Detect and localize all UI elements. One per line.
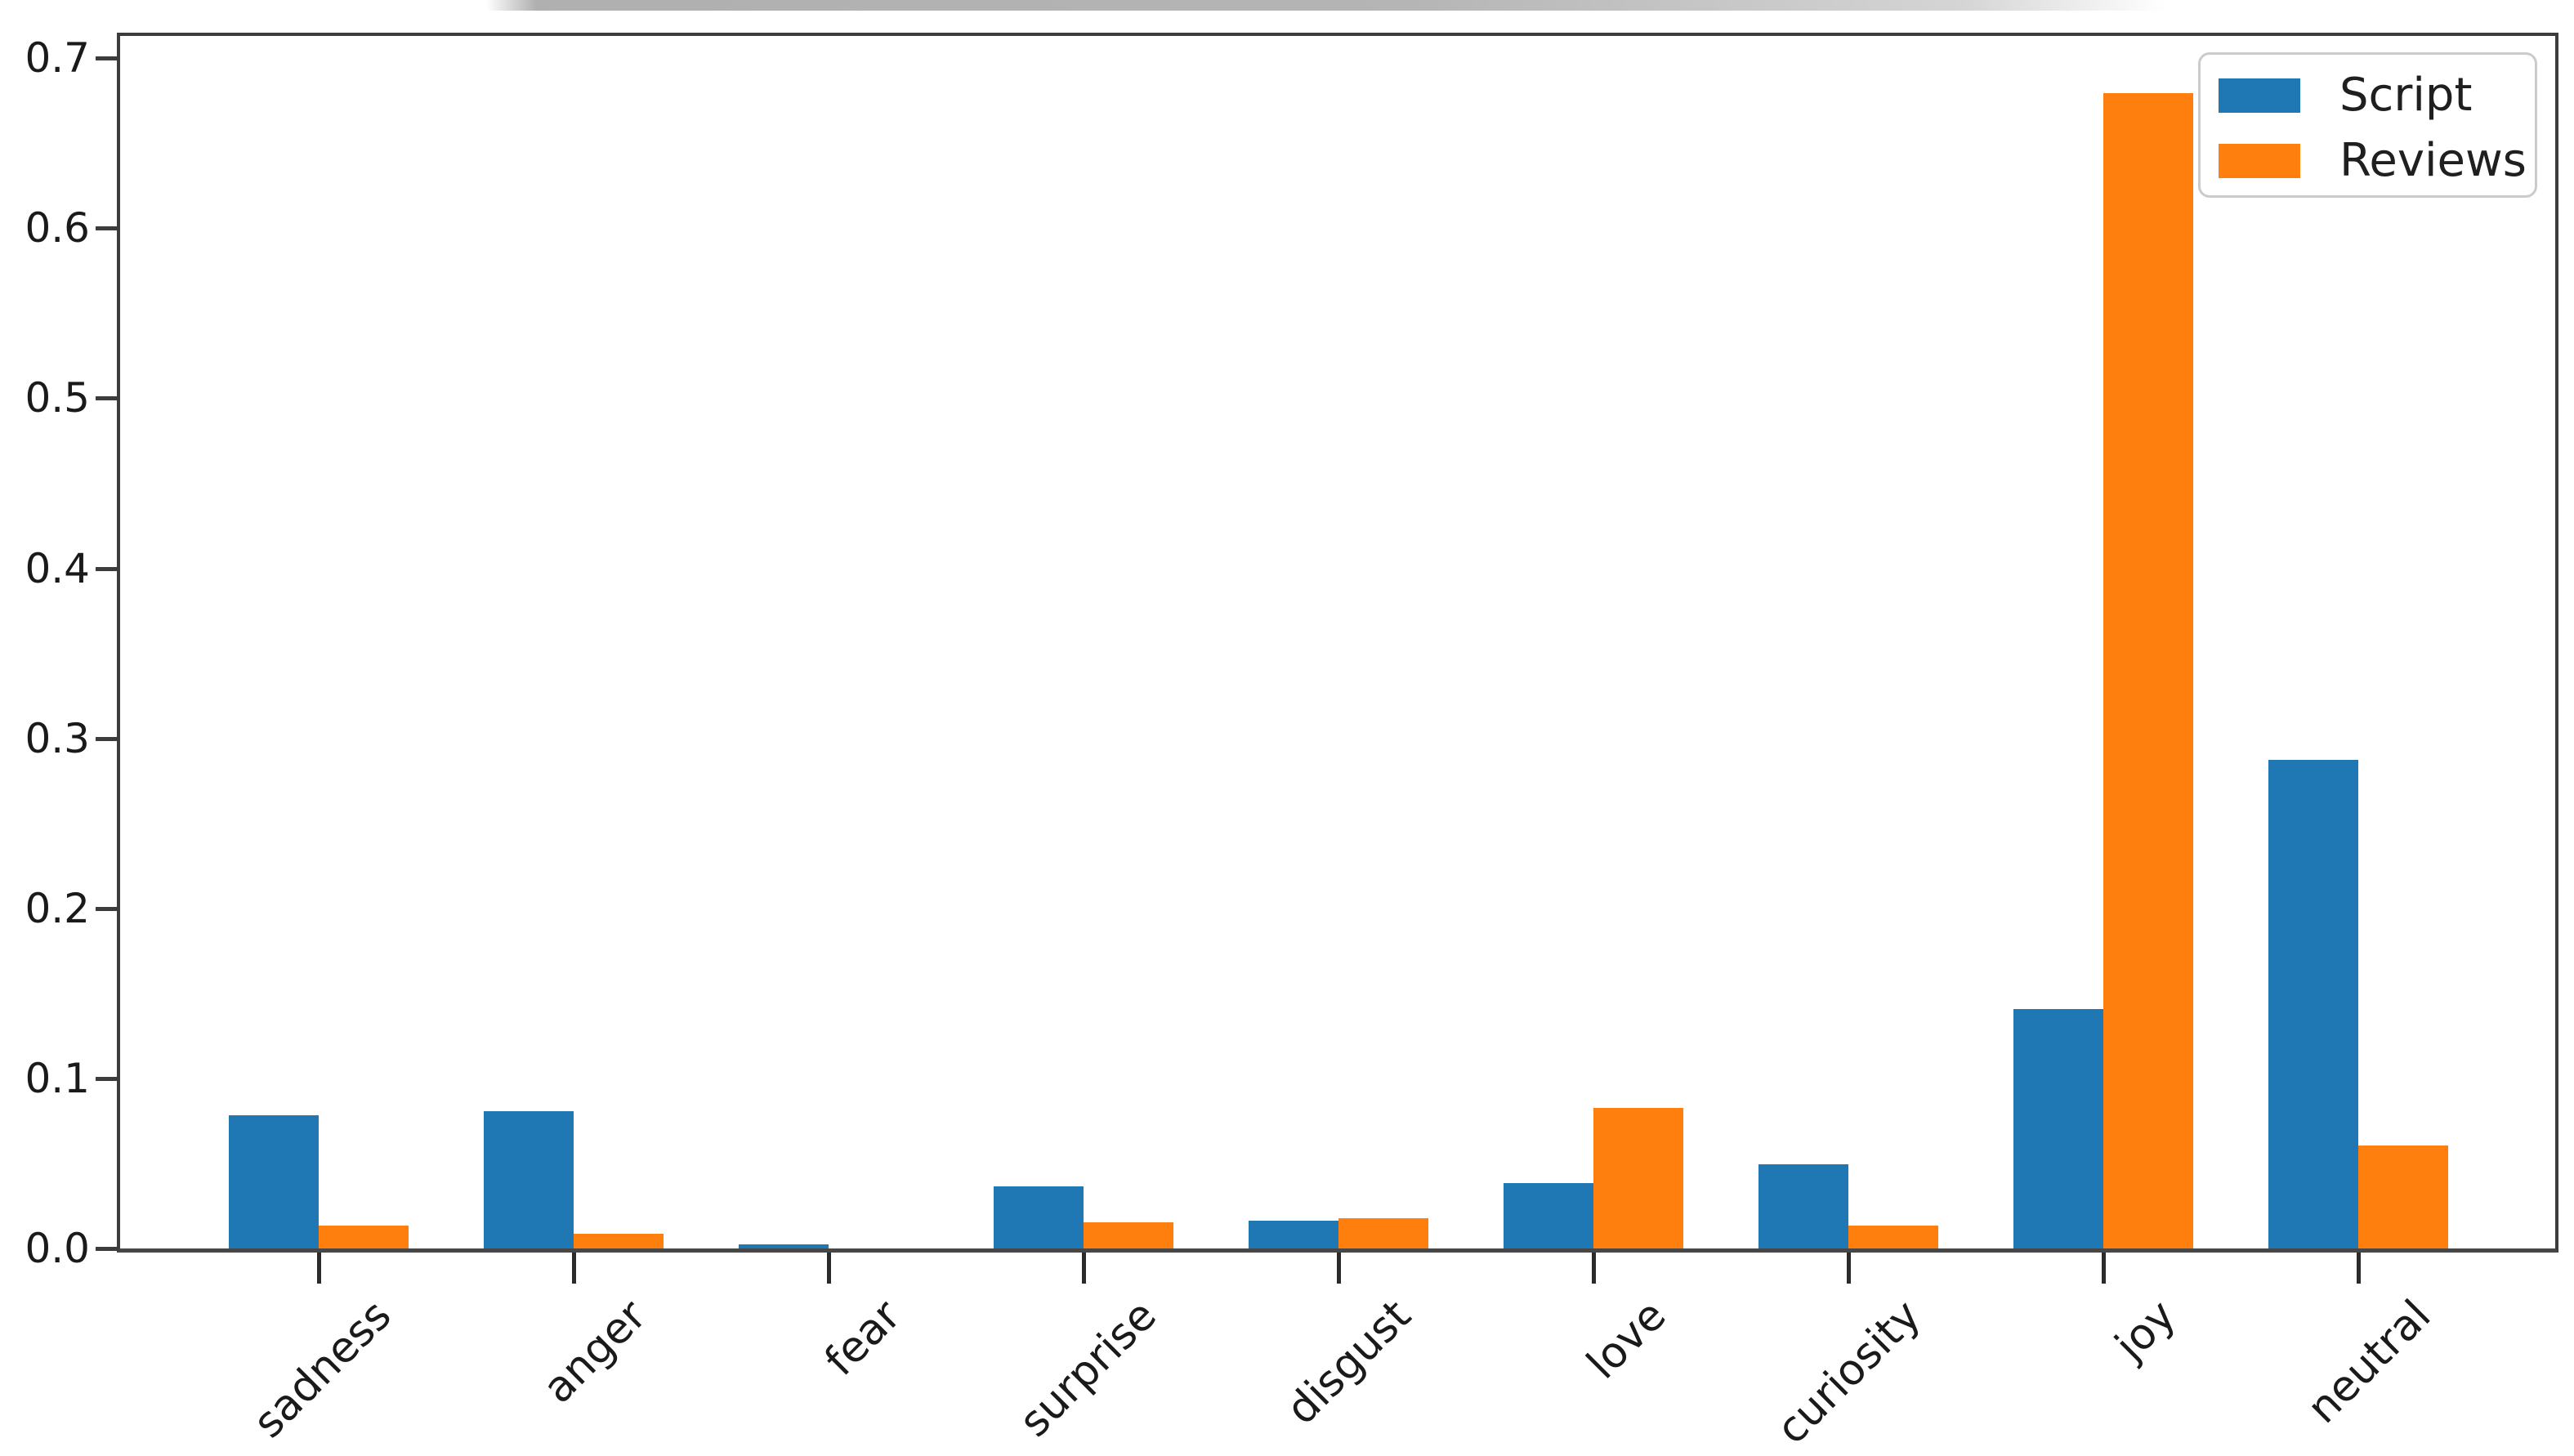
legend: Script Reviews — [2198, 52, 2537, 198]
y-tick-label: 0.0 — [25, 1225, 90, 1272]
y-tick-label: 0.6 — [25, 204, 90, 252]
legend-swatch-reviews — [2219, 144, 2300, 178]
bar-reviews-surprise — [1084, 1222, 1173, 1251]
x-tick-mark — [2102, 1253, 2106, 1284]
y-tick-mark — [96, 396, 117, 400]
legend-row-script: Script — [2219, 69, 2535, 122]
x-axis-label-love: love — [1577, 1291, 1676, 1389]
x-axis-label-fear: fear — [816, 1291, 911, 1386]
bar-reviews-love — [1593, 1108, 1683, 1251]
x-tick-mark — [2357, 1253, 2361, 1284]
bar-script-anger — [484, 1111, 574, 1251]
legend-row-reviews: Reviews — [2219, 134, 2535, 187]
cropped-top-edge-artifact — [486, 0, 2165, 11]
bar-script-love — [1504, 1183, 1593, 1251]
y-tick-label: 0.3 — [25, 715, 90, 762]
x-axis-label-surprise: surprise — [1009, 1291, 1166, 1447]
legend-label-script: Script — [2339, 69, 2473, 122]
x-tick-mark — [827, 1253, 831, 1284]
y-tick-mark — [96, 226, 117, 230]
bar-script-fear — [739, 1244, 829, 1251]
bar-script-neutral — [2268, 760, 2358, 1251]
x-tick-mark — [572, 1253, 576, 1284]
bar-reviews-curiosity — [1848, 1226, 1938, 1251]
x-axis-label-joy: joy — [2106, 1291, 2186, 1370]
y-tick-label: 0.5 — [25, 374, 90, 422]
bar-script-curiosity — [1758, 1164, 1848, 1251]
bar-reviews-anger — [574, 1234, 664, 1251]
y-tick-label: 0.4 — [25, 545, 90, 592]
bar-reviews-joy — [2103, 93, 2193, 1251]
y-tick-mark — [96, 1247, 117, 1251]
bar-reviews-disgust — [1338, 1218, 1428, 1251]
y-tick-mark — [96, 737, 117, 741]
x-tick-mark — [1847, 1253, 1851, 1284]
legend-swatch-script — [2219, 78, 2300, 113]
y-tick-label: 0.1 — [25, 1055, 90, 1102]
x-tick-mark — [317, 1253, 321, 1284]
x-axis-label-neutral: neutral — [2298, 1291, 2441, 1433]
y-tick-mark — [96, 56, 117, 60]
x-axis-label-disgust: disgust — [1277, 1291, 1421, 1435]
y-tick-mark — [96, 567, 117, 571]
y-tick-mark — [96, 1077, 117, 1081]
bar-script-sadness — [229, 1115, 319, 1251]
y-tick-label: 0.2 — [25, 885, 90, 932]
x-axis-label-curiosity: curiosity — [1767, 1291, 1931, 1454]
legend-label-reviews: Reviews — [2339, 134, 2527, 187]
bar-script-joy — [2013, 1009, 2103, 1251]
x-axis-label-anger: anger — [534, 1291, 656, 1414]
y-tick-mark — [96, 907, 117, 911]
bar-script-surprise — [994, 1186, 1084, 1251]
y-tick-label: 0.7 — [25, 34, 90, 82]
bar-reviews-neutral — [2358, 1146, 2448, 1251]
x-tick-mark — [1592, 1253, 1596, 1284]
bar-script-disgust — [1249, 1221, 1338, 1251]
x-tick-mark — [1082, 1253, 1086, 1284]
x-axis-label-sadness: sadness — [244, 1291, 401, 1448]
x-tick-mark — [1337, 1253, 1341, 1284]
bar-reviews-sadness — [319, 1226, 409, 1251]
